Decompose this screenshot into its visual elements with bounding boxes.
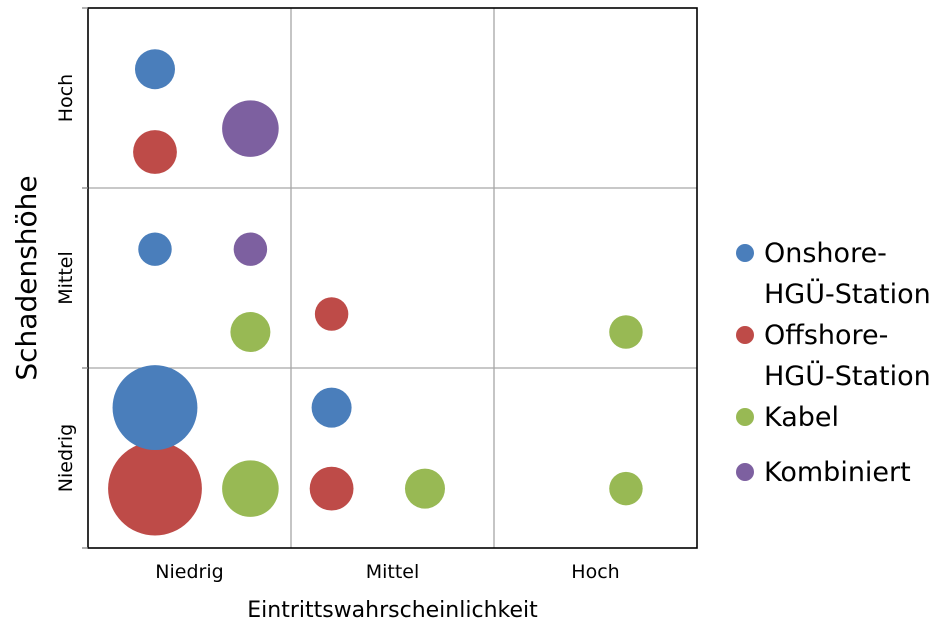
bubble-offshore-hgu-station <box>309 466 354 511</box>
bubble-onshore-hgu-station <box>138 232 172 266</box>
bubble-offshore-hgu-station <box>133 130 177 174</box>
legend-label-kabel: Kabel <box>764 402 839 433</box>
bubble-kabel <box>609 471 643 506</box>
x-tick-label: Mittel <box>366 561 420 583</box>
bubble-offshore-hgu-station <box>314 297 349 331</box>
legend-label-offshore-hgu-station: HGÜ-Station <box>764 360 931 392</box>
legend-marker-kabel <box>736 408 754 426</box>
bubble-onshore-hgu-station <box>311 387 352 428</box>
legend: Onshore- HGÜ-Station Offshore- HGÜ-Station K… <box>736 238 931 488</box>
legend-marker-onshore-hgu-station <box>736 244 754 262</box>
bubble-kabel <box>609 315 643 349</box>
bubble-layer <box>108 49 643 536</box>
bubble-kombiniert <box>233 232 268 266</box>
legend-label-offshore-hgu-station: Offshore- <box>764 320 888 351</box>
bubble-onshore-hgu-station <box>134 49 175 90</box>
y-axis-title: Schadenshöhe <box>10 175 43 380</box>
grid-layer <box>87 7 698 549</box>
legend-label-onshore-hgu-station: Onshore- <box>764 238 887 269</box>
bubble-kabel <box>404 468 445 509</box>
bubble-kombiniert <box>222 100 279 157</box>
legend-marker-offshore-hgu-station <box>736 326 754 344</box>
y-tick-label: Mittel <box>55 251 77 305</box>
y-tick-label: Niedrig <box>55 424 77 492</box>
legend-marker-kombiniert <box>736 463 754 481</box>
bubble-offshore-hgu-station <box>108 441 202 536</box>
axis-layer: Niedrig Mittel Hoch Niedrig Mittel Hoch Eintri… <box>10 7 620 623</box>
legend-label-onshore-hgu-station: HGÜ-Station <box>764 278 931 310</box>
x-axis-title: Eintrittswahrscheinlichkeit <box>247 598 538 623</box>
plot-area-border <box>87 7 698 549</box>
legend-label-kombiniert: Kombiniert <box>764 457 911 488</box>
y-tick-label: Hoch <box>55 74 77 122</box>
bubble-kabel <box>222 460 279 517</box>
bubble-kabel <box>230 312 271 352</box>
x-tick-label: Niedrig <box>155 561 223 583</box>
x-tick-label: Hoch <box>571 561 619 583</box>
bubble-onshore-hgu-station <box>112 365 198 451</box>
